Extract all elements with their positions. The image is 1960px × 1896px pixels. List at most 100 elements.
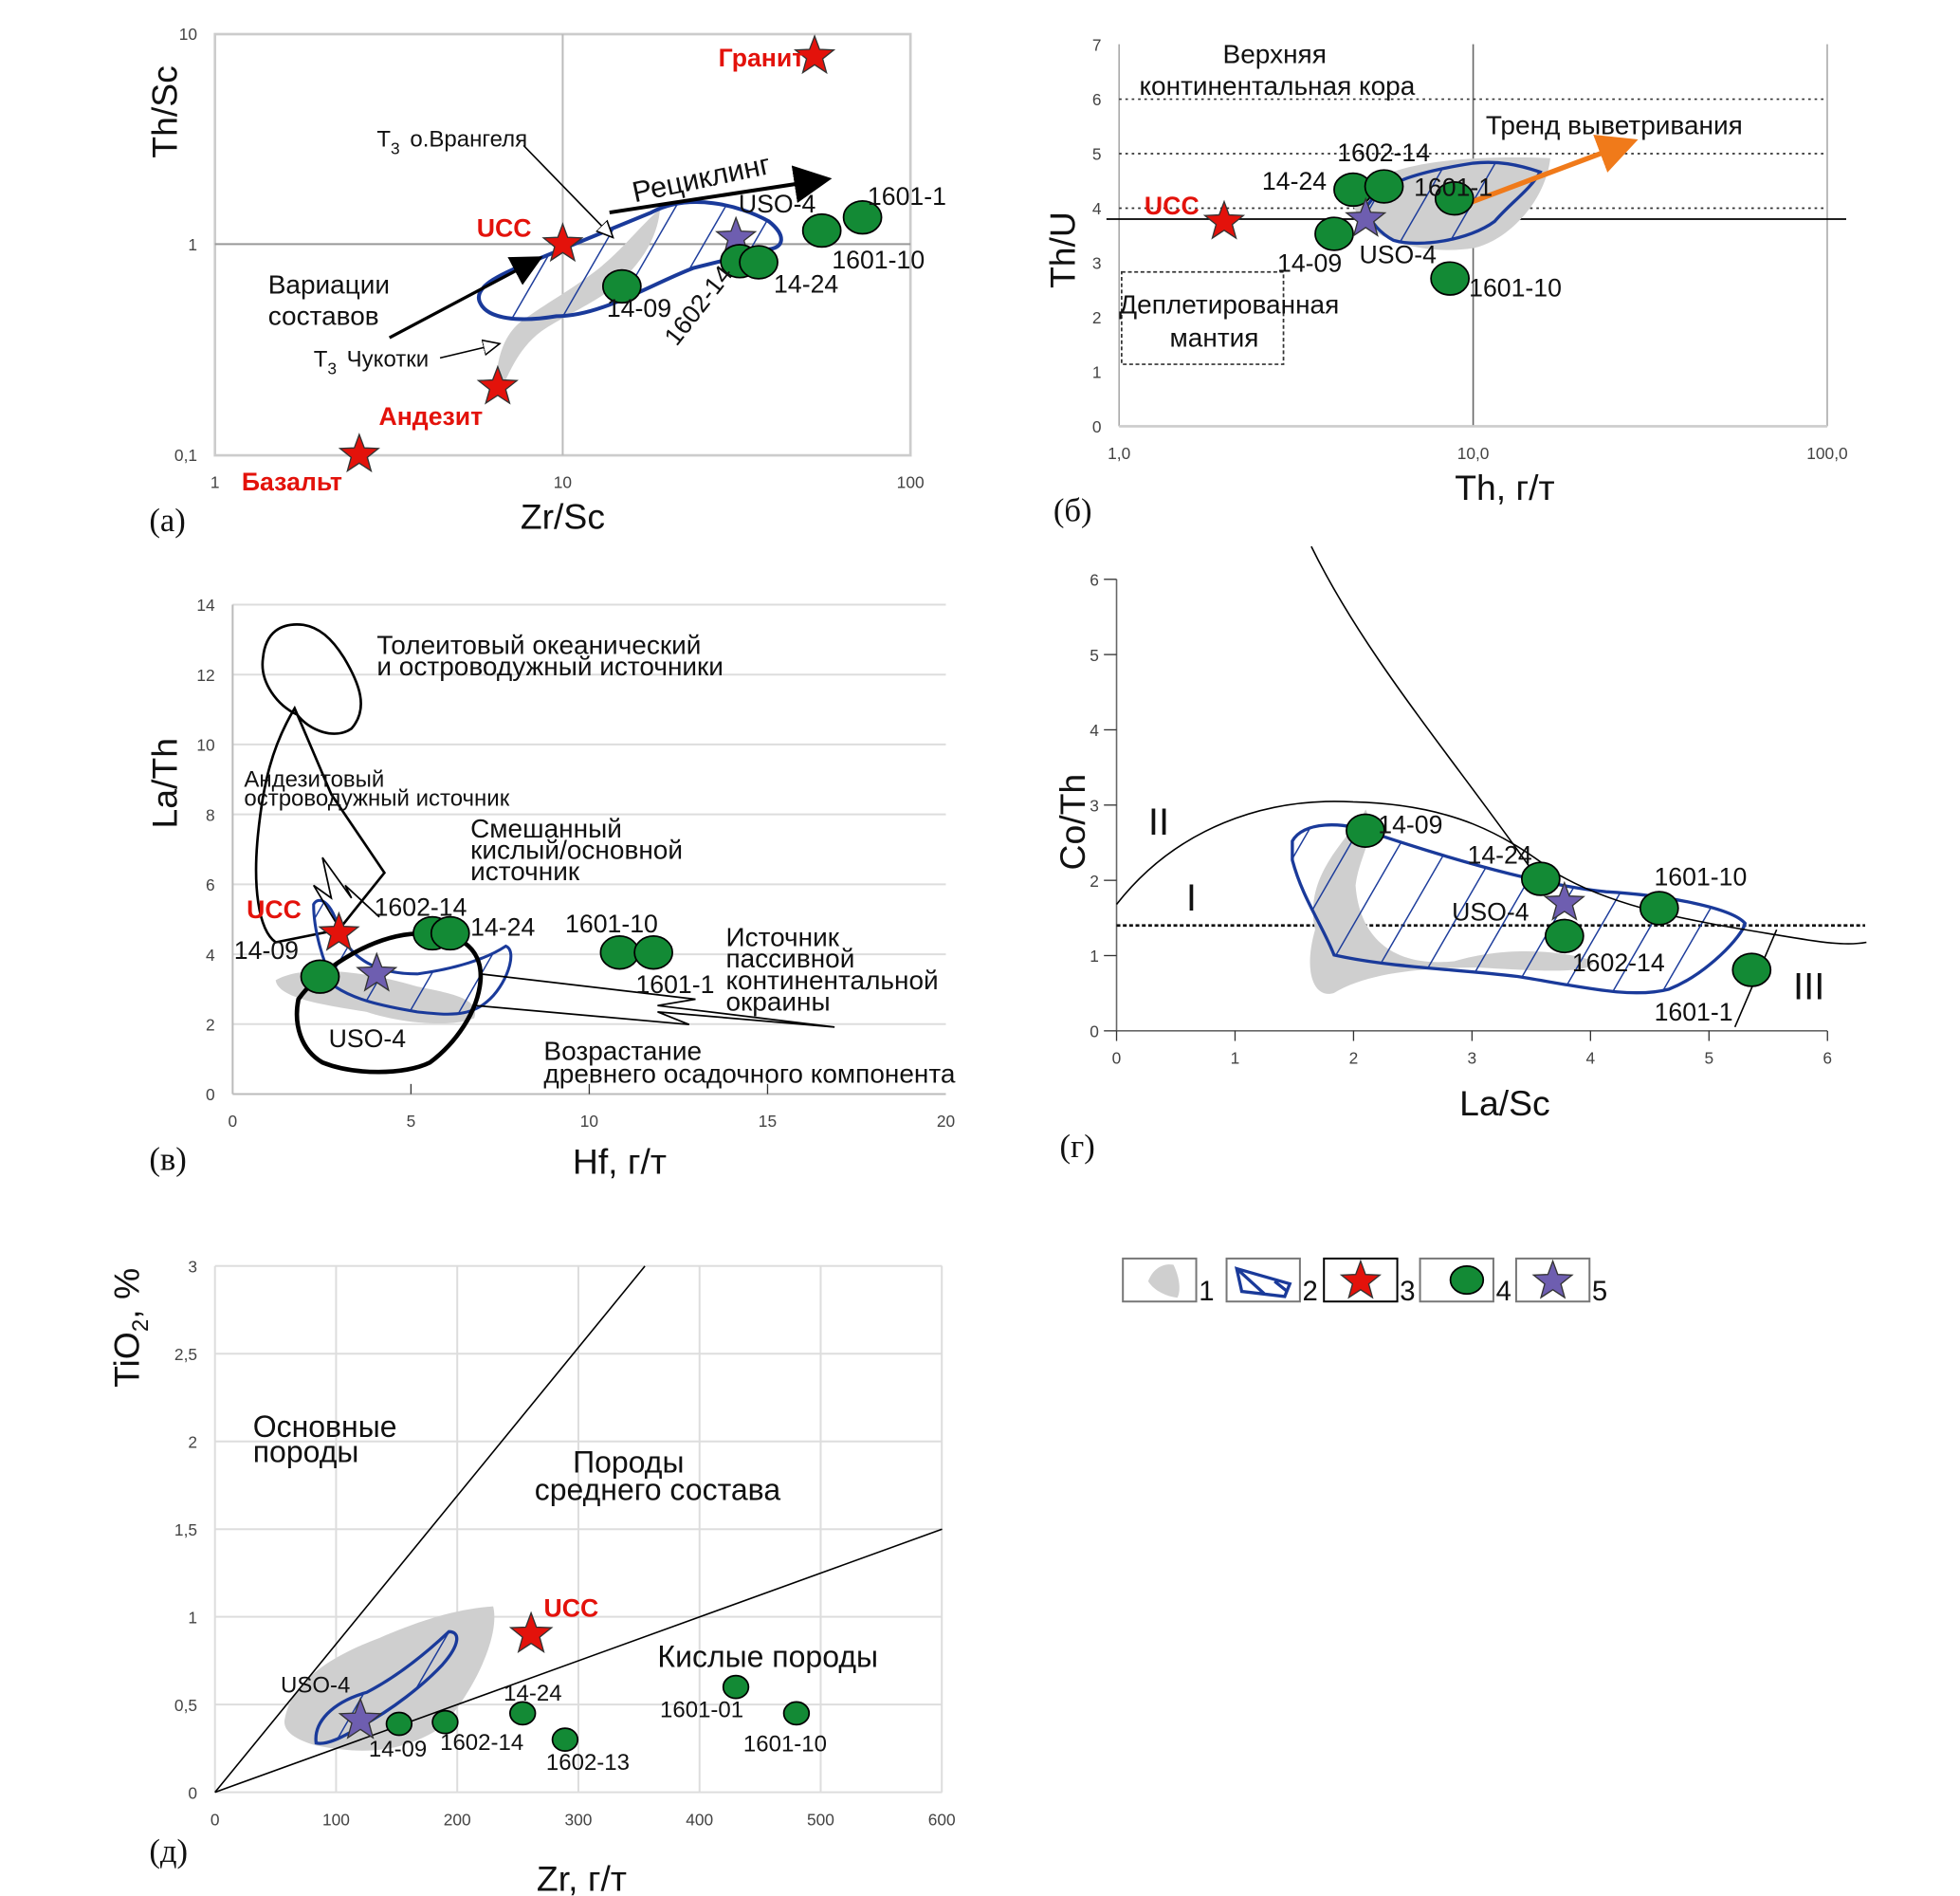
point-label: USO-4 xyxy=(329,1024,407,1053)
sample-point xyxy=(551,1727,579,1753)
y-axis-title: Th/Sc xyxy=(145,65,185,158)
y-tick-label: 2 xyxy=(1092,308,1102,327)
mixed-label-3: источник xyxy=(470,856,580,886)
weathering-trend-arrow xyxy=(1469,134,1639,205)
sample-point xyxy=(1364,169,1404,204)
old-component-label-1: Возрастание xyxy=(543,1037,702,1066)
x-tick-label: 300 xyxy=(565,1810,593,1829)
sample-point xyxy=(1731,952,1772,987)
point-label: 1601-1 xyxy=(1655,998,1733,1026)
point-label: Андезит xyxy=(378,402,483,431)
panel-label: (а) xyxy=(149,503,185,539)
passive-label-3: континентальной xyxy=(725,966,938,995)
green-circle-icon xyxy=(1449,1265,1485,1296)
sample-point xyxy=(599,935,640,970)
x-tick-label: 5 xyxy=(1704,1049,1713,1068)
y-tick-label: 3 xyxy=(188,1257,197,1276)
point-label: 14-24 xyxy=(1262,167,1327,195)
y-tick-label: 1 xyxy=(188,1608,197,1627)
gray-field-icon xyxy=(1147,1264,1180,1298)
tholeiite-label-1: Толеитовый океанический xyxy=(376,630,701,659)
y-axis-title: Co/Th xyxy=(1053,774,1092,871)
y-tick-label: 0 xyxy=(188,1783,197,1802)
sample-point xyxy=(801,212,842,249)
purple-star-icon xyxy=(1531,1259,1574,1299)
recycling-arrow xyxy=(609,165,833,215)
y-tick-label: 1 xyxy=(1090,947,1099,966)
depleted-mantle-box xyxy=(1120,270,1285,365)
y-tick-label: 4 xyxy=(1090,721,1099,740)
point-label: 14-24 xyxy=(504,1681,561,1706)
point-label: USO-4 xyxy=(739,190,816,218)
mantle-label-1: Деплетированная xyxy=(1119,290,1339,320)
sample-point xyxy=(739,245,779,280)
reference-star-point xyxy=(508,1611,554,1654)
point-label: 1602-14 xyxy=(440,1730,523,1756)
point-label: 1601-01 xyxy=(660,1698,743,1723)
legend-number: 5 xyxy=(1592,1276,1607,1307)
variations-arrow xyxy=(388,256,543,340)
point-label: 1602-13 xyxy=(546,1750,630,1776)
andesite-label-1: Андезитовый xyxy=(244,766,384,792)
point-label: 1602-14 xyxy=(1572,948,1665,977)
x-tick-label: 100 xyxy=(322,1810,350,1829)
x-tick-label: 15 xyxy=(759,1112,777,1131)
x-tick-label: 1,0 xyxy=(1108,444,1130,463)
wrangel-pointer xyxy=(522,144,612,236)
sample-point xyxy=(782,1701,811,1726)
x-tick-label: 0 xyxy=(1112,1049,1122,1068)
tholeiite-label-2: и островодужный источники xyxy=(376,652,724,681)
chart-a-axes: 1 10 100 0,1 1 10 xyxy=(174,25,925,492)
y-tick-label: 3 xyxy=(1090,796,1099,815)
y-tick-label: 10 xyxy=(179,25,197,44)
y-tick-label: 6 xyxy=(1092,90,1102,109)
chart-v-axes: 0 5 10 15 20 0 2 4 6 8 10 12 14 xyxy=(196,596,955,1131)
y-tick-label: 2,5 xyxy=(174,1345,197,1364)
sample-point xyxy=(722,1674,750,1700)
mixed-label-1: Смешанный xyxy=(470,814,622,843)
x-tick-label: 0 xyxy=(229,1112,238,1131)
y-tick-label: 8 xyxy=(206,805,215,824)
y-tick-label: 0 xyxy=(206,1085,215,1104)
y-tick-label: 4 xyxy=(1092,199,1102,218)
intermediate-label-1: Породы xyxy=(573,1445,684,1479)
y-tick-label: 7 xyxy=(1092,36,1102,55)
uso-star-point xyxy=(1345,196,1387,237)
reference-star-point xyxy=(338,433,380,473)
x-tick-label: 2 xyxy=(1349,1049,1359,1068)
sample-point xyxy=(431,1709,459,1735)
red-star-icon xyxy=(1339,1259,1382,1299)
y-tick-label: 0 xyxy=(1090,1022,1099,1041)
ucc-field-label-1: Верхняя xyxy=(1223,40,1327,69)
reference-star-point xyxy=(793,34,836,75)
y-tick-label: 5 xyxy=(1092,145,1102,164)
sample-point xyxy=(1314,216,1354,251)
y-tick-label: 10 xyxy=(196,736,214,755)
point-label: 1602-14 xyxy=(1337,138,1430,167)
x-axis-title: Th, г/т xyxy=(1455,468,1554,507)
x-axis-title: Hf, г/т xyxy=(573,1142,667,1182)
uso-star-point xyxy=(1543,880,1585,921)
x-axis-title: Zr, г/т xyxy=(537,1859,627,1896)
y-tick-label: 12 xyxy=(196,666,214,685)
y-tick-label: 4 xyxy=(206,946,215,965)
point-label: 14-09 xyxy=(1378,810,1442,838)
x-tick-label: 1 xyxy=(1231,1049,1240,1068)
tholeiite-field xyxy=(261,623,362,735)
point-label: 1601-10 xyxy=(1654,863,1747,892)
point-label: 1601-1 xyxy=(635,970,714,999)
legend-number: 1 xyxy=(1199,1276,1214,1307)
point-label: 1601-1 xyxy=(1414,173,1493,201)
point-label: 14-24 xyxy=(470,913,535,942)
sample-point xyxy=(633,935,673,970)
y-axis-title: Th/U xyxy=(1043,212,1083,288)
chukotka-pointer xyxy=(439,344,498,359)
point-label: 1601-1 xyxy=(868,182,946,211)
x-tick-label: 100 xyxy=(897,473,925,492)
boundary-line-steep xyxy=(1310,545,1544,886)
passive-label-4: окраины xyxy=(725,987,830,1017)
point-label: 14-09 xyxy=(369,1737,427,1762)
chart-d-points: UCC USO-4 14-09 1602-14 14-24 1602-13 1601-011… xyxy=(281,1594,827,1776)
